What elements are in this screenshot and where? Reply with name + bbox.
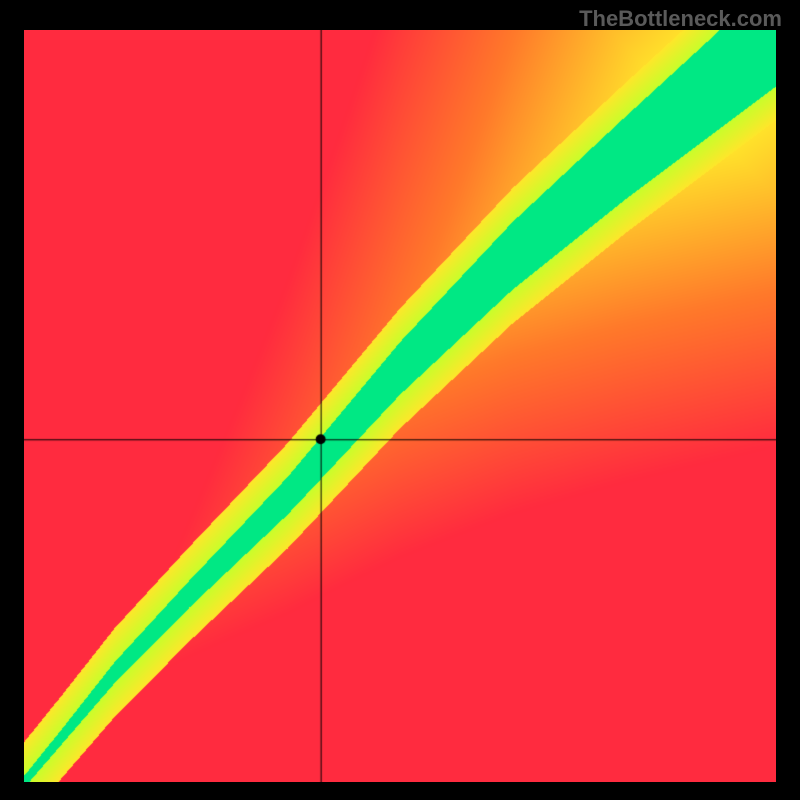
heatmap-canvas	[24, 30, 776, 782]
watermark: TheBottleneck.com	[579, 6, 782, 32]
heatmap-plot	[24, 30, 776, 782]
